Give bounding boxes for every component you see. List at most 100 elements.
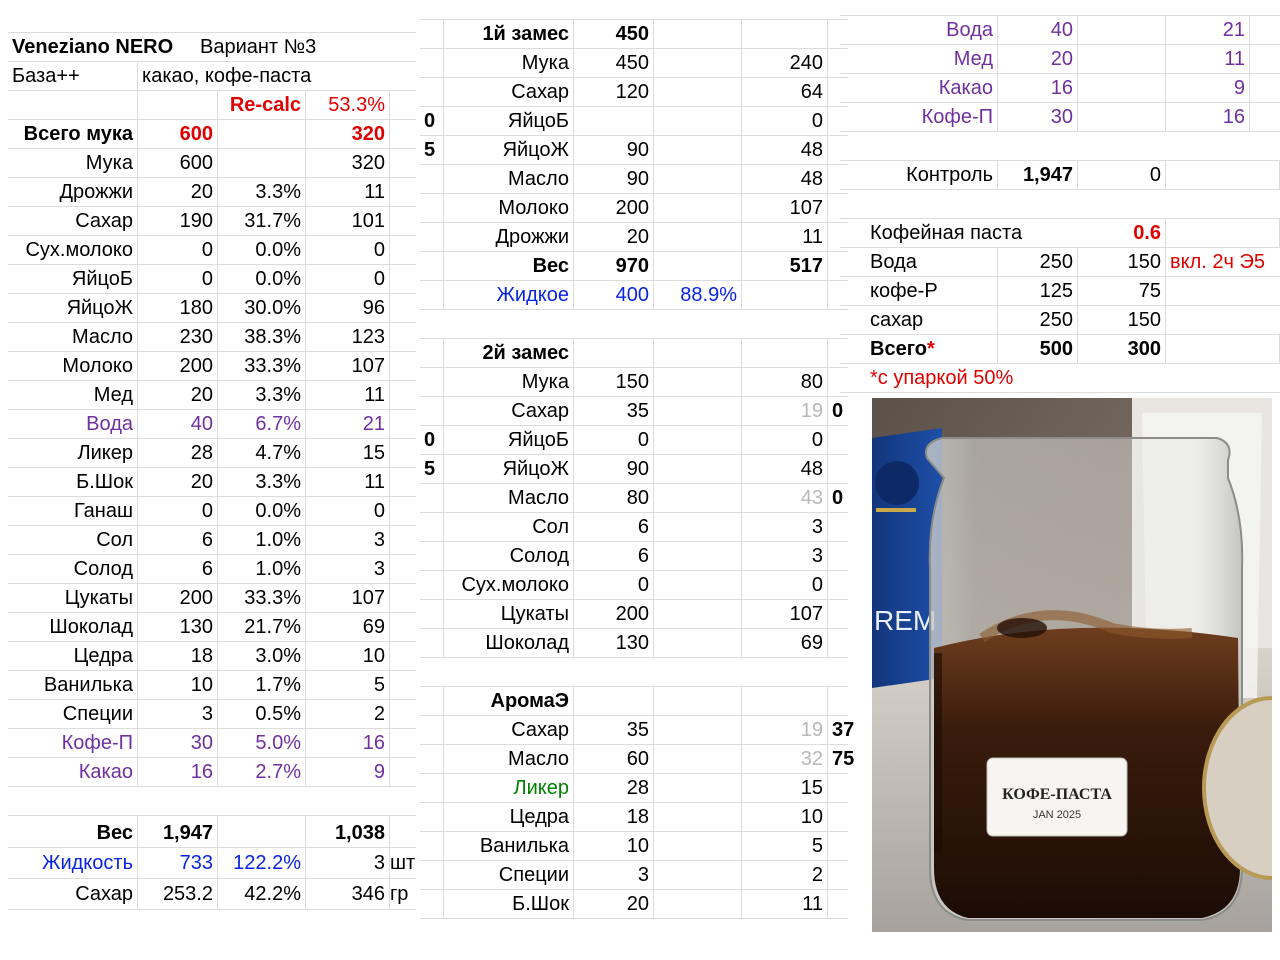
ingredient-recalc[interactable]: 69	[742, 629, 828, 657]
ingredient-pct[interactable]: 0.0%	[218, 497, 306, 525]
weight-label[interactable]: Вес	[8, 816, 138, 847]
ingredient-extra[interactable]	[828, 426, 848, 454]
ingredient-name[interactable]: Какао	[8, 758, 138, 786]
mix1-liquid-row[interactable]: Жидкое 400 88.9%	[420, 281, 848, 310]
ingredient-qty[interactable]: 20	[574, 223, 654, 251]
ingredient-qty[interactable]: 150	[574, 368, 654, 396]
ingredient-qty[interactable]: 3	[574, 861, 654, 889]
ingredient-qty[interactable]: 16	[998, 74, 1078, 102]
total-flour-qty[interactable]: 600	[138, 120, 218, 148]
ingredient-recalc[interactable]: 16	[1166, 103, 1250, 131]
ingredient-name[interactable]: Кофе-П	[840, 103, 998, 131]
ingredient-note[interactable]	[1166, 277, 1280, 305]
sugar-recalc[interactable]: 346	[306, 879, 390, 909]
ingredient-extra[interactable]	[828, 571, 848, 599]
ingredient-row[interactable]: Цедра 18 3.0% 10	[8, 642, 416, 671]
ingredient-name[interactable]: Кофе-П	[8, 729, 138, 757]
ingredient-qty[interactable]: 190	[138, 207, 218, 235]
mix1-weight-label[interactable]: Вес	[444, 252, 574, 280]
ingredient-name[interactable]: Масло	[444, 484, 574, 512]
ingredient-name[interactable]: Масло	[8, 323, 138, 351]
ingredient-extra[interactable]: 0	[832, 400, 844, 422]
liquid-label[interactable]: Жидкость	[8, 848, 138, 878]
ingredient-recalc[interactable]: 9	[1166, 74, 1250, 102]
ingredient-pct[interactable]: 3.3%	[218, 381, 306, 409]
ingredient-qty[interactable]: 0	[574, 426, 654, 454]
ingredient-qty[interactable]: 80	[574, 484, 654, 512]
ingredient-qty[interactable]: 20	[138, 468, 218, 496]
ingredient-recalc[interactable]: 11	[1166, 45, 1250, 73]
paste-ratio[interactable]: 0.6	[1078, 219, 1166, 247]
ingredient-name[interactable]: ЯйцоЖ	[8, 294, 138, 322]
ingredient-name[interactable]: Цукаты	[8, 584, 138, 612]
total-flour-label[interactable]: Всего мука	[8, 120, 138, 148]
ingredient-recalc[interactable]: 11	[306, 178, 390, 206]
mix2-ingredient-row[interactable]: Масло 80 43 0	[420, 484, 848, 513]
ingredient-name[interactable]: Сахар	[444, 716, 574, 744]
variant-label[interactable]: Вариант №3	[200, 36, 317, 58]
ingredient-row[interactable]: Дрожжи 20 3.3% 11	[8, 178, 416, 207]
ingredient-qty[interactable]: 16	[138, 758, 218, 786]
ingredient-qty[interactable]: 125	[998, 277, 1078, 305]
mix2-ingredient-row[interactable]: Сол 6 3	[420, 513, 848, 542]
ingredient-qty[interactable]: 200	[138, 584, 218, 612]
mix1-weight-recalc[interactable]: 517	[742, 252, 828, 280]
ingredient-row[interactable]: Мука 600 320	[8, 149, 416, 178]
ingredient-recalc[interactable]: 3	[306, 555, 390, 583]
aroma-ingredient-row[interactable]: Ликер 28 15	[420, 774, 848, 803]
ingredient-name[interactable]: Вода	[840, 16, 998, 44]
paste-label[interactable]: Кофейная паста	[870, 222, 1023, 244]
extra-ingredient-row[interactable]: Какао 16 9	[840, 74, 1280, 103]
ingredient-name[interactable]: Солод	[444, 542, 574, 570]
ingredient-recalc[interactable]: 5	[306, 671, 390, 699]
ingredient-pct[interactable]: 1.7%	[218, 671, 306, 699]
ingredient-qty[interactable]: 450	[574, 49, 654, 77]
ingredient-extra[interactable]	[828, 542, 848, 570]
ingredient-pct[interactable]: 2.7%	[218, 758, 306, 786]
ingredient-recalc[interactable]: 0	[306, 265, 390, 293]
ingredient-name[interactable]: Ванилька	[8, 671, 138, 699]
ingredient-row[interactable]: Вода 40 6.7% 21	[8, 410, 416, 439]
ingredient-row[interactable]: Масло 230 38.3% 123	[8, 323, 416, 352]
ingredient-pct[interactable]: 5.0%	[218, 729, 306, 757]
ingredient-qty[interactable]: 200	[574, 194, 654, 222]
control-label[interactable]: Контроль	[840, 161, 998, 189]
mix1-liquid-qty[interactable]: 400	[574, 281, 654, 309]
ingredient-pct[interactable]	[218, 149, 306, 177]
weight-row[interactable]: Вес 1,947 1,038	[8, 816, 416, 848]
ingredient-name[interactable]: ЯйцоБ	[8, 265, 138, 293]
total-flour-recalc[interactable]: 320	[306, 120, 390, 148]
paste-footnote[interactable]: *с упаркой 50%	[870, 367, 1014, 389]
weight-recalc[interactable]: 1,038	[306, 816, 390, 847]
ingredient-recalc[interactable]: 5	[742, 832, 828, 860]
ingredient-recalc[interactable]: 3	[306, 526, 390, 554]
ingredient-recalc[interactable]: 75	[1078, 277, 1166, 305]
ingredient-qty[interactable]: 0	[574, 571, 654, 599]
ingredient-name[interactable]: Солод	[8, 555, 138, 583]
ingredient-extra[interactable]: 75	[832, 748, 855, 770]
ingredient-name[interactable]: сахар	[866, 306, 998, 334]
weight-qty[interactable]: 1,947	[138, 816, 218, 847]
ingredient-row[interactable]: ЯйцоЖ 180 30.0% 96	[8, 294, 416, 323]
ingredient-recalc[interactable]: 21	[1166, 16, 1250, 44]
ingredient-name[interactable]: Какао	[840, 74, 998, 102]
ingredient-pct[interactable]: 1.0%	[218, 555, 306, 583]
ingredient-name[interactable]: Масло	[444, 165, 574, 193]
ingredient-name[interactable]: Б.Шок	[8, 468, 138, 496]
paste-header-row[interactable]: Кофейная паста 0.6	[840, 219, 1280, 248]
ingredient-name[interactable]: Мед	[840, 45, 998, 73]
ingredient-name[interactable]: Специи	[444, 861, 574, 889]
sugar-pct[interactable]: 42.2%	[218, 879, 306, 909]
ingredient-name[interactable]: Ликер	[444, 774, 574, 802]
paste-total-row[interactable]: Всего* 500 300	[840, 335, 1280, 364]
title-row[interactable]: Veneziano NERO Вариант №3	[8, 33, 416, 62]
ingredient-name[interactable]: ЯйцоЖ	[444, 136, 574, 164]
ingredient-recalc[interactable]: 96	[306, 294, 390, 322]
ingredient-recalc[interactable]: 3	[742, 542, 828, 570]
ingredient-name[interactable]: Мука	[444, 49, 574, 77]
ingredient-qty[interactable]: 0	[138, 236, 218, 264]
ingredient-qty[interactable]: 180	[138, 294, 218, 322]
ingredient-recalc[interactable]: 107	[742, 194, 828, 222]
ingredient-extra[interactable]	[828, 890, 848, 918]
ingredient-extra[interactable]	[828, 803, 848, 831]
